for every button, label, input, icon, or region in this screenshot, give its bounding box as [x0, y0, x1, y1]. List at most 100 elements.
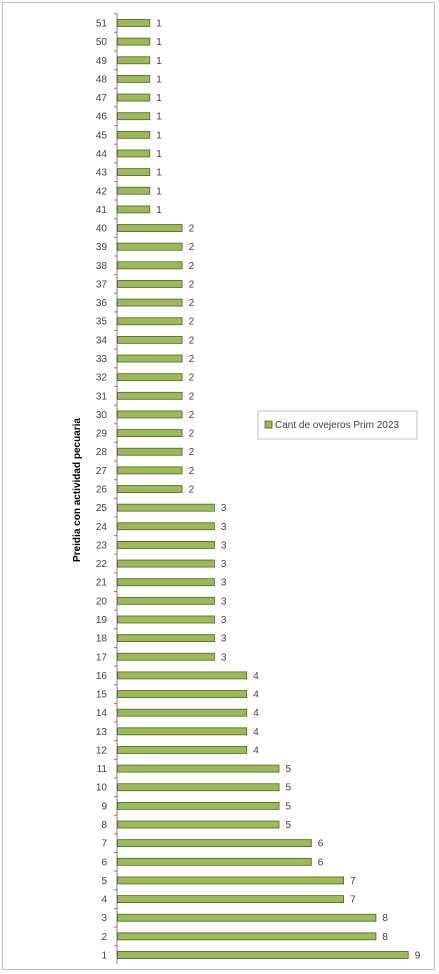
- y-tick-label-41: 41: [96, 205, 108, 216]
- bar-41: [117, 205, 151, 214]
- data-label-10: 5: [286, 783, 292, 794]
- y-tick-label-23: 23: [96, 540, 108, 551]
- data-label-15: 4: [253, 690, 259, 701]
- y-tick-label-7: 7: [101, 839, 107, 850]
- data-label-8: 5: [286, 820, 292, 831]
- y-tick-label-44: 44: [96, 149, 108, 160]
- bar-4: [117, 895, 345, 903]
- data-label-23: 3: [221, 540, 227, 551]
- data-label-33: 2: [189, 354, 195, 365]
- y-tick-label-15: 15: [96, 690, 108, 701]
- data-label-47: 1: [156, 93, 162, 104]
- y-tick-label-33: 33: [96, 354, 108, 365]
- data-label-7: 6: [318, 839, 324, 850]
- bar-25: [117, 503, 215, 512]
- data-label-48: 1: [156, 74, 162, 85]
- bar-26: [117, 485, 183, 493]
- bar-33: [117, 354, 183, 363]
- bar-34: [117, 335, 183, 344]
- bar-42: [117, 186, 151, 195]
- data-label-36: 2: [189, 298, 195, 309]
- y-tick-label-16: 16: [96, 671, 108, 682]
- bar-45: [117, 130, 151, 139]
- y-tick-label-27: 27: [96, 466, 108, 477]
- y-tick-label-29: 29: [96, 429, 108, 440]
- y-tick-label-38: 38: [96, 261, 108, 272]
- axes: [114, 13, 118, 965]
- y-tick-label-8: 8: [101, 820, 107, 831]
- data-label-27: 2: [189, 466, 195, 477]
- data-label-12: 4: [253, 745, 259, 756]
- bar-2: [117, 932, 377, 941]
- bar-29: [117, 429, 183, 437]
- bar-5: [117, 876, 345, 885]
- bar-11: [117, 764, 280, 773]
- data-label-32: 2: [189, 373, 195, 384]
- labels: 1 92 83 84 75 76 67 68 59 510 511 512 413 414 415 416 41…: [96, 19, 421, 962]
- y-tick-label-20: 20: [96, 596, 108, 607]
- bar-22: [117, 559, 215, 568]
- data-label-24: 3: [221, 522, 227, 533]
- bar-21: [117, 578, 215, 587]
- y-tick-label-6: 6: [101, 857, 107, 868]
- data-label-43: 1: [156, 168, 162, 179]
- data-label-45: 1: [156, 130, 162, 141]
- data-label-26: 2: [189, 485, 195, 496]
- y-tick-label-1: 1: [101, 951, 107, 962]
- bar-50: [117, 37, 151, 46]
- data-label-9: 5: [286, 801, 292, 812]
- y-tick-label-40: 40: [96, 224, 108, 235]
- y-tick-label-42: 42: [96, 186, 108, 197]
- data-label-41: 1: [156, 205, 162, 216]
- y-tick-label-26: 26: [96, 485, 108, 496]
- bar-8: [117, 820, 280, 829]
- bar-30: [117, 410, 183, 419]
- data-label-6: 6: [318, 857, 324, 868]
- bar-32: [117, 373, 183, 382]
- data-label-13: 4: [253, 727, 259, 738]
- y-tick-label-9: 9: [101, 801, 107, 812]
- data-label-20: 3: [221, 596, 227, 607]
- data-label-21: 3: [221, 578, 227, 589]
- data-label-19: 3: [221, 615, 227, 626]
- data-label-35: 2: [189, 317, 195, 328]
- y-tick-label-21: 21: [96, 578, 108, 589]
- bar-51: [117, 19, 151, 27]
- data-label-14: 4: [253, 708, 259, 719]
- bar-46: [117, 112, 151, 121]
- y-tick-label-51: 51: [96, 19, 108, 30]
- y-tick-label-43: 43: [96, 168, 108, 179]
- y-tick-label-24: 24: [96, 522, 108, 533]
- bar-10: [117, 783, 280, 792]
- y-tick-label-14: 14: [96, 708, 108, 719]
- y-tick-label-36: 36: [96, 298, 108, 309]
- data-label-22: 3: [221, 559, 227, 570]
- y-tick-label-39: 39: [96, 242, 108, 253]
- y-tick-label-35: 35: [96, 317, 108, 328]
- bar-1: [117, 951, 409, 959]
- data-label-18: 3: [221, 634, 227, 645]
- bar-39: [117, 242, 183, 251]
- bar-16: [117, 671, 248, 680]
- y-tick-label-30: 30: [96, 410, 108, 421]
- data-label-30: 2: [189, 410, 195, 421]
- bar-31: [117, 391, 183, 400]
- data-label-50: 1: [156, 37, 162, 48]
- bar-23: [117, 541, 215, 549]
- data-label-37: 2: [189, 279, 195, 290]
- bar-20: [117, 596, 215, 605]
- y-tick-label-48: 48: [96, 74, 108, 85]
- y-tick-label-46: 46: [96, 112, 108, 123]
- data-label-31: 2: [189, 391, 195, 402]
- y-tick-label-49: 49: [96, 56, 108, 67]
- bar-49: [117, 56, 151, 65]
- y-tick-label-50: 50: [96, 37, 108, 48]
- bar-28: [117, 447, 183, 456]
- y-tick-label-17: 17: [96, 652, 108, 663]
- data-label-16: 4: [253, 671, 259, 682]
- data-label-11: 5: [286, 764, 292, 775]
- bar-6: [117, 857, 312, 866]
- data-label-44: 1: [156, 149, 162, 160]
- data-label-2: 8: [382, 932, 388, 943]
